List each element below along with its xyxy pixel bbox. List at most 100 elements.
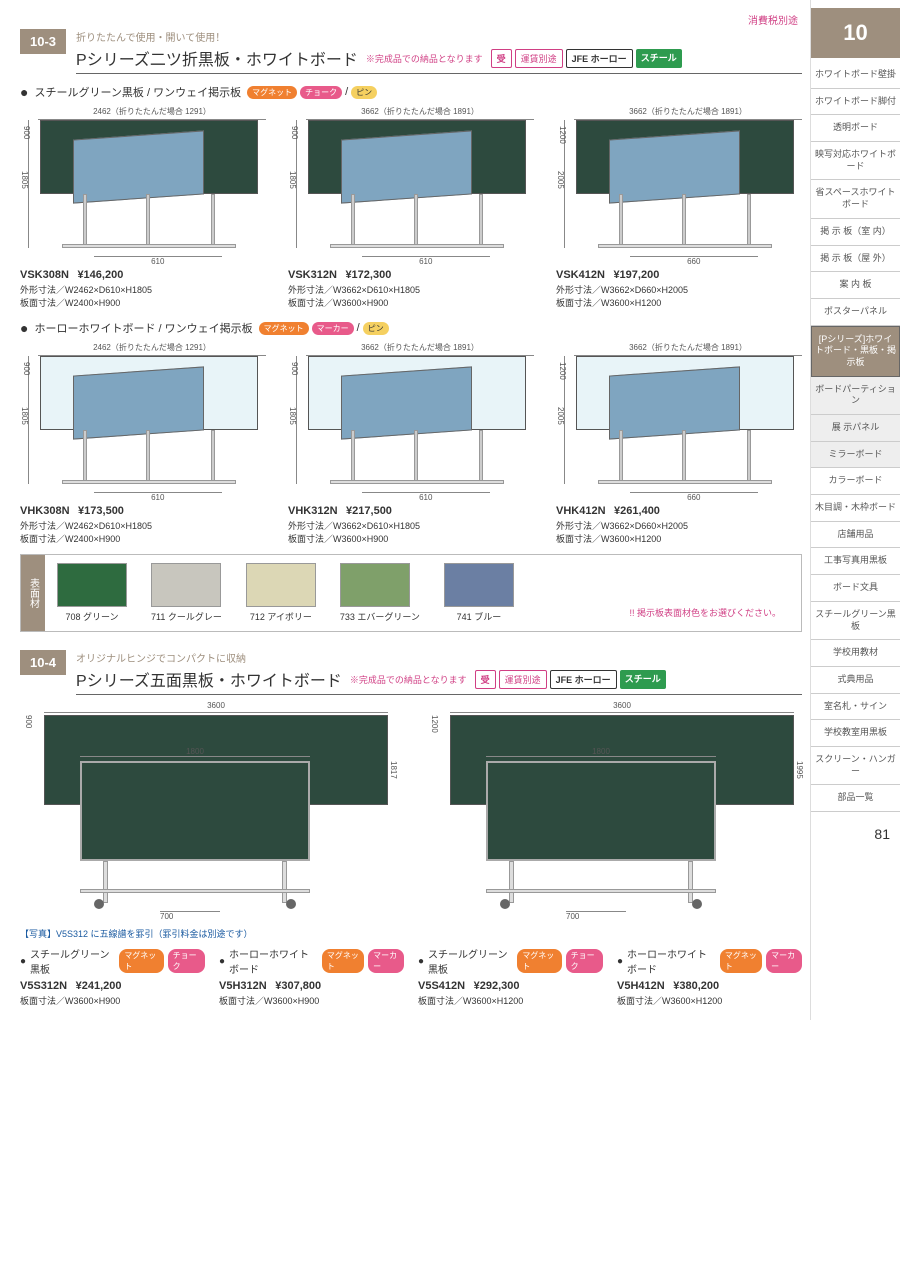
product-subhead: ●ホーローホワイトボード マグネット マーカー xyxy=(617,946,802,976)
product-item: ●ホーローホワイトボード マグネット マーカー V5H412N ¥380,200… xyxy=(617,946,802,1008)
product-illustration: 2462（折りたたんだ場合 1291） 1805 900 610 xyxy=(20,342,266,502)
nav-item[interactable]: 透明ボード xyxy=(811,115,900,142)
board-stand xyxy=(80,861,310,903)
nav-item[interactable]: スチールグリーン黒板 xyxy=(811,602,900,640)
front-board xyxy=(73,367,204,440)
nav-item[interactable]: ボード文具 xyxy=(811,575,900,602)
front-board xyxy=(609,367,740,440)
dim-width: 2462（折りたたんだ場合 1291） xyxy=(38,342,266,356)
product-item: 3662（折りたたんだ場合 1891） 2005 1200 660 VSK412… xyxy=(556,106,802,310)
product-item: ●ホーローホワイトボード マグネット マーカー V5H312N ¥307,800… xyxy=(219,946,404,1008)
section-header-2: 10-4 オリジナルヒンジでコンパクトに収納 Pシリーズ五面黒板・ホワイトボード… xyxy=(20,650,802,695)
nav-item[interactable]: ポスターパネル xyxy=(811,299,900,326)
dim-depth: 610 xyxy=(94,492,222,502)
dim-stand-height: 1995 xyxy=(795,761,804,779)
product-price: ¥292,300 xyxy=(474,980,520,992)
dim-width: 3662（折りたたんだ場合 1891） xyxy=(574,106,802,120)
badge-row: 受 運賃別途 JFE ホーロー スチール xyxy=(491,49,682,68)
mini-badge-chalk: チョーク xyxy=(300,86,342,99)
nav-item[interactable]: ボードパーティション xyxy=(811,377,900,415)
nav-item[interactable]: 式典用品 xyxy=(811,667,900,694)
swatch-chip xyxy=(444,563,514,607)
product-price: ¥173,500 xyxy=(78,505,124,517)
spec-line: 外形寸法／W2462×D610×H1805 xyxy=(20,285,152,295)
page-number: 81 xyxy=(811,812,900,846)
product-code: VSK312N xyxy=(288,269,337,281)
nav-item[interactable]: 学校教室用黒板 xyxy=(811,720,900,747)
mini-badge: マグネット xyxy=(322,949,364,973)
dim-width: 3600 xyxy=(44,701,388,713)
nav-item[interactable]: 展 示パネル xyxy=(811,415,900,442)
product-price: ¥241,200 xyxy=(76,980,122,992)
product-spec: VHK308N ¥173,500 外形寸法／W2462×D610×H1805 板… xyxy=(20,504,266,546)
badge-jfe: JFE ホーロー xyxy=(550,670,617,689)
nav-item[interactable]: [Pシリーズ]ホワイトボード・黒板・掲示板 xyxy=(811,326,900,377)
subheading-green: ● スチールグリーン黒板 / ワンウェイ掲示板 マグネット チョーク / ピン xyxy=(20,84,802,100)
product-code: VSK412N xyxy=(556,269,605,281)
spec-line: 板面寸法／W3600×H900 xyxy=(219,996,319,1006)
swatch-label: 表面材 xyxy=(21,555,45,631)
front-board xyxy=(341,131,472,204)
dim-height-board: 900 xyxy=(290,126,299,139)
tax-note: 消費税別途 xyxy=(20,12,802,27)
nav-item[interactable]: 工事写真用黒板 xyxy=(811,548,900,575)
chapter-number: 10 xyxy=(811,8,900,58)
mini-badge: チョーク xyxy=(168,949,205,973)
spec-line: 板面寸法／W3600×H1200 xyxy=(418,996,523,1006)
badge-order: 受 xyxy=(491,49,512,68)
nav-item[interactable]: 部品一覧 xyxy=(811,785,900,812)
product-illustration: 3662（折りたたんだ場合 1891） 2005 1200 660 xyxy=(556,106,802,266)
product-item: ●スチールグリーン黒板 マグネット チョーク V5S412N ¥292,300 … xyxy=(418,946,603,1008)
spec-line: 外形寸法／W3662×D660×H2005 xyxy=(556,521,688,531)
product-illustration: 3662（折りたたんだ場合 1891） 1805 900 610 xyxy=(288,106,534,266)
product-subhead: ●スチールグリーン黒板 マグネット チョーク xyxy=(418,946,603,976)
section-note: ※完成品での納品となります xyxy=(350,673,467,686)
nav-item[interactable]: 木目調・木枠ボード xyxy=(811,495,900,522)
badge-steel: スチール xyxy=(636,49,682,68)
spec-line: 板面寸法／W2400×H900 xyxy=(20,534,120,544)
swatch-item: 733 エバーグリーン xyxy=(340,563,420,623)
nav-item[interactable]: ミラーボード xyxy=(811,442,900,469)
nav-item[interactable]: 省スペースホワイトボード xyxy=(811,180,900,218)
product-row-2: 2462（折りたたんだ場合 1291） 1805 900 610 VHK308N… xyxy=(20,342,802,546)
swatch-item: 741 ブルー xyxy=(444,563,514,623)
section-subtitle: オリジナルヒンジでコンパクトに収納 xyxy=(76,650,802,665)
subheading-white: ● ホーローホワイトボード / ワンウェイ掲示板 マグネット マーカー / ピン xyxy=(20,320,802,336)
swatch-name: 711 クールグレー xyxy=(151,610,222,623)
nav-item[interactable]: 案 内 板 xyxy=(811,272,900,299)
nav-item[interactable]: 学校用教材 xyxy=(811,640,900,667)
product-price: ¥307,800 xyxy=(275,980,321,992)
nav-item[interactable]: 店舗用品 xyxy=(811,522,900,549)
spec-line: 板面寸法／W3600×H900 xyxy=(20,996,120,1006)
nav-item[interactable]: ホワイトボード壁掛 xyxy=(811,62,900,89)
product-price: ¥380,200 xyxy=(673,980,719,992)
dim-height-board: 1200 xyxy=(430,715,439,733)
swatch-chip xyxy=(57,563,127,607)
main-content: 消費税別途 10-3 折りたたんで使用・開いて使用！ Pシリーズ二ツ折黒板・ホワ… xyxy=(0,0,810,1020)
swatch-row: 表面材 708 グリーン711 クールグレー712 アイボリー733 エバーグリ… xyxy=(20,554,802,632)
dim-front-width: 1800 xyxy=(486,747,716,757)
nav-item[interactable]: 掲 示 板（屋 外） xyxy=(811,246,900,273)
mini-badge-marker: マーカー xyxy=(312,322,354,335)
mini-badge-magnet: マグネット xyxy=(247,86,297,99)
product-item: 2462（折りたたんだ場合 1291） 1805 900 610 VHK308N… xyxy=(20,342,266,546)
nav-item[interactable]: 映写対応ホワイトボード xyxy=(811,142,900,180)
nav-item[interactable]: ホワイトボード脚付 xyxy=(811,89,900,116)
board-stand xyxy=(486,861,716,903)
dim-depth: 610 xyxy=(362,492,490,502)
product-price: ¥217,500 xyxy=(346,505,392,517)
big-illustration: 3600 900 1800 1817 700 xyxy=(20,701,396,921)
swatch-name: 741 ブルー xyxy=(444,610,514,623)
mini-badge: マグネット xyxy=(119,949,163,973)
nav-item[interactable]: スクリーン・ハンガー xyxy=(811,747,900,785)
product-illustration: 3662（折りたたんだ場合 1891） 2005 1200 660 xyxy=(556,342,802,502)
badge-steel: スチール xyxy=(620,670,666,689)
spec-line: 外形寸法／W2462×D610×H1805 xyxy=(20,521,152,531)
big-board-item: 3600 1200 1800 1995 700 xyxy=(426,701,802,921)
product-illustration: 2462（折りたたんだ場合 1291） 1805 900 610 xyxy=(20,106,266,266)
product-spec: VHK312N ¥217,500 外形寸法／W3662×D610×H1805 板… xyxy=(288,504,534,546)
nav-item[interactable]: 掲 示 板（室 内） xyxy=(811,219,900,246)
nav-item[interactable]: 室名札・サイン xyxy=(811,694,900,721)
front-board xyxy=(73,131,204,204)
nav-item[interactable]: カラーボード xyxy=(811,468,900,495)
